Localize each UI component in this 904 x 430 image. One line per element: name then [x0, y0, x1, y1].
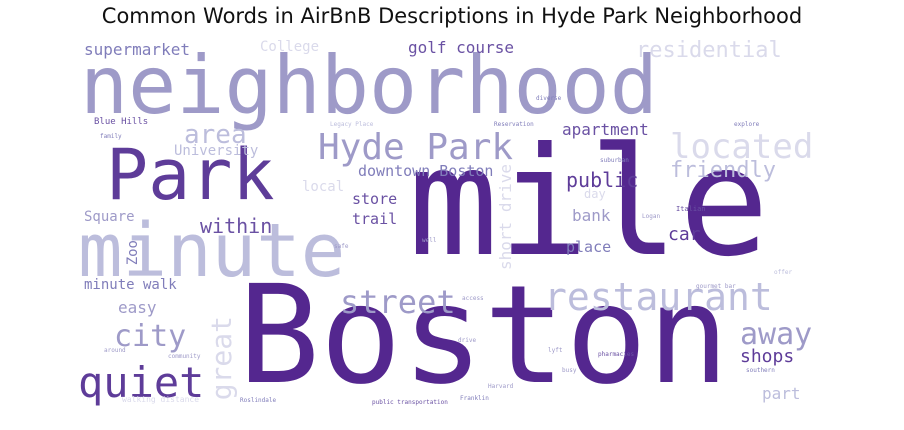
word-away: away	[740, 317, 813, 352]
word-supermarket: supermarket	[84, 40, 190, 59]
word-well: well	[422, 237, 437, 244]
word-day: day	[584, 187, 606, 201]
word-explore: explore	[734, 121, 760, 128]
word-minute: minute	[78, 208, 346, 294]
word-great: great	[205, 316, 238, 401]
word-city: city	[114, 319, 187, 354]
chart-title: Common Words in AirBnB Descriptions in H…	[101, 4, 803, 28]
word-short-drive: short drive	[496, 164, 515, 270]
word-neighborhood: neighborhood	[80, 39, 658, 132]
word-university: University	[174, 143, 259, 159]
word-roslindale: Roslindale	[240, 397, 277, 404]
word-friendly: friendly	[670, 158, 776, 183]
word-shops: shops	[740, 346, 795, 367]
word-local: local	[302, 179, 345, 195]
word-easy: easy	[118, 298, 157, 317]
word-legacy-place: Legacy Place	[330, 121, 374, 128]
word-apartment: apartment	[562, 120, 649, 139]
word-residential: residential	[636, 38, 782, 63]
word-public: public	[566, 168, 639, 192]
word-italian: Italian	[676, 205, 706, 213]
word-suburban: suburban	[600, 157, 629, 164]
word-college: College	[260, 39, 320, 55]
word-drive: drive	[458, 337, 477, 344]
word-boston: Boston	[238, 257, 730, 408]
word-located: located	[670, 127, 814, 167]
word-lyft: lyft	[548, 347, 563, 354]
word-trail: trail	[352, 210, 398, 228]
word-family: family	[100, 133, 122, 140]
word-mile: mile	[408, 116, 770, 290]
word-access: access	[462, 295, 484, 302]
word-area: area	[184, 120, 247, 150]
word-offer: offer	[774, 269, 793, 276]
word-downtown-boston: downtown Boston	[358, 162, 494, 180]
word-diverse: diverse	[536, 95, 562, 102]
word-public-transportation: public transportation	[372, 399, 448, 406]
word-minute-walk: minute walk	[84, 277, 177, 293]
word-pharmacies: pharmacies	[598, 351, 635, 358]
word-around: around	[104, 347, 126, 354]
word-logan: Logan	[642, 213, 661, 220]
word-walking-distance: walking distance	[122, 395, 200, 404]
word-cloud: mile Boston neighborhood Park minute Hyde Par…	[78, 36, 815, 408]
word-southern: southern	[746, 367, 775, 374]
word-safe: safe	[334, 243, 349, 250]
word-within: within	[200, 214, 273, 238]
word-store: store	[352, 190, 398, 208]
word-hyde-park: Hyde Park	[318, 127, 514, 168]
word-franklin: Franklin	[460, 395, 489, 402]
word-busy: busy	[562, 367, 577, 374]
word-car: car	[668, 224, 701, 245]
word-street: street	[340, 283, 456, 321]
word-golf-course: golf course	[408, 38, 514, 57]
word-reservation: Reservation	[494, 121, 534, 128]
word-zoo: Zoo	[125, 240, 141, 266]
word-part: part	[762, 384, 801, 403]
word-blue-hills: Blue Hills	[94, 117, 149, 127]
word-square: Square	[84, 209, 135, 225]
word-place: place	[566, 238, 612, 256]
word-restaurant: restaurant	[544, 275, 773, 319]
word-harvard: Harvard	[488, 383, 514, 390]
word-park: Park	[106, 134, 275, 216]
word-bank: bank	[572, 206, 611, 225]
word-gourmet-bar: gourmet bar	[696, 283, 736, 290]
word-community: community	[168, 353, 201, 360]
word-quiet: quiet	[78, 358, 205, 407]
